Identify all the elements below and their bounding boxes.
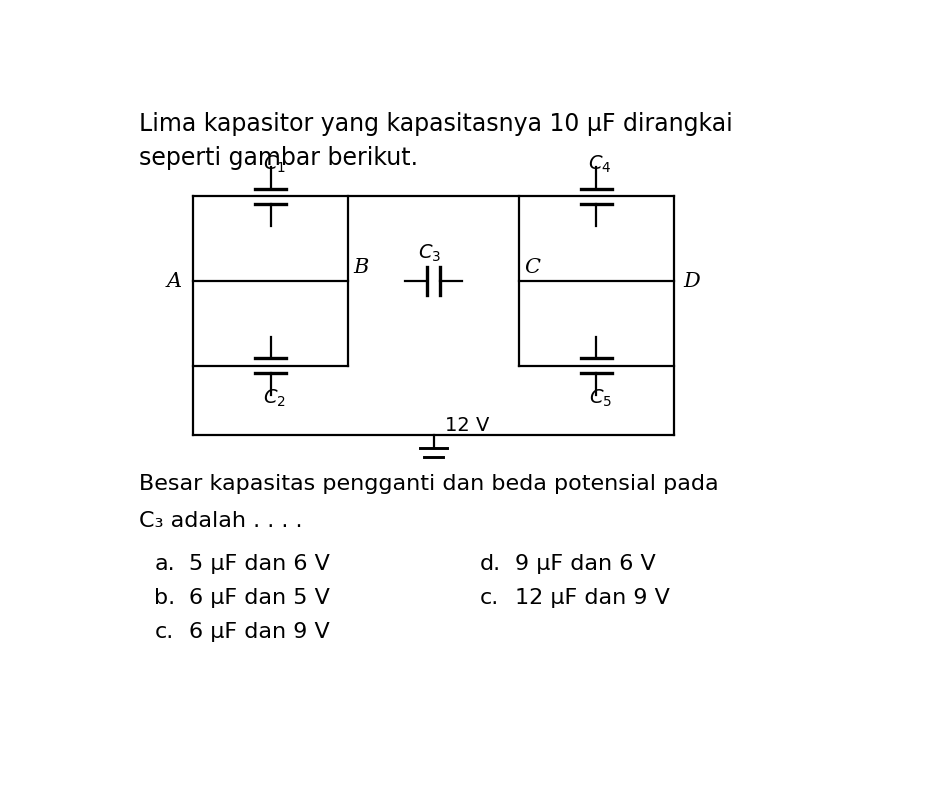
Text: D: D xyxy=(683,271,700,291)
Text: $C_4$: $C_4$ xyxy=(588,154,612,175)
Text: C₃ adalah . . . .: C₃ adalah . . . . xyxy=(139,510,303,531)
Text: 12 V: 12 V xyxy=(445,416,490,435)
Text: 6 μF dan 9 V: 6 μF dan 9 V xyxy=(190,622,331,642)
Text: $C_2$: $C_2$ xyxy=(263,388,286,408)
Text: Lima kapasitor yang kapasitasnya 10 μF dirangkai: Lima kapasitor yang kapasitasnya 10 μF d… xyxy=(139,111,732,135)
Text: seperti gambar berikut.: seperti gambar berikut. xyxy=(139,146,418,170)
Text: $C_1$: $C_1$ xyxy=(263,154,286,175)
Text: c.: c. xyxy=(155,622,174,642)
Text: 6 μF dan 5 V: 6 μF dan 5 V xyxy=(190,588,331,608)
Text: C: C xyxy=(524,258,540,277)
Text: A: A xyxy=(167,271,181,291)
Text: $C_3$: $C_3$ xyxy=(418,243,441,264)
Text: c.: c. xyxy=(480,588,499,608)
Text: Besar kapasitas pengganti dan beda potensial pada: Besar kapasitas pengganti dan beda poten… xyxy=(139,474,719,494)
Text: 12 μF dan 9 V: 12 μF dan 9 V xyxy=(515,588,669,608)
Text: B: B xyxy=(354,258,369,277)
Text: $C_5$: $C_5$ xyxy=(589,388,612,408)
Text: b.: b. xyxy=(155,588,176,608)
Text: d.: d. xyxy=(480,555,501,575)
Text: a.: a. xyxy=(155,555,175,575)
Text: 9 μF dan 6 V: 9 μF dan 6 V xyxy=(515,555,656,575)
Text: 5 μF dan 6 V: 5 μF dan 6 V xyxy=(190,555,331,575)
